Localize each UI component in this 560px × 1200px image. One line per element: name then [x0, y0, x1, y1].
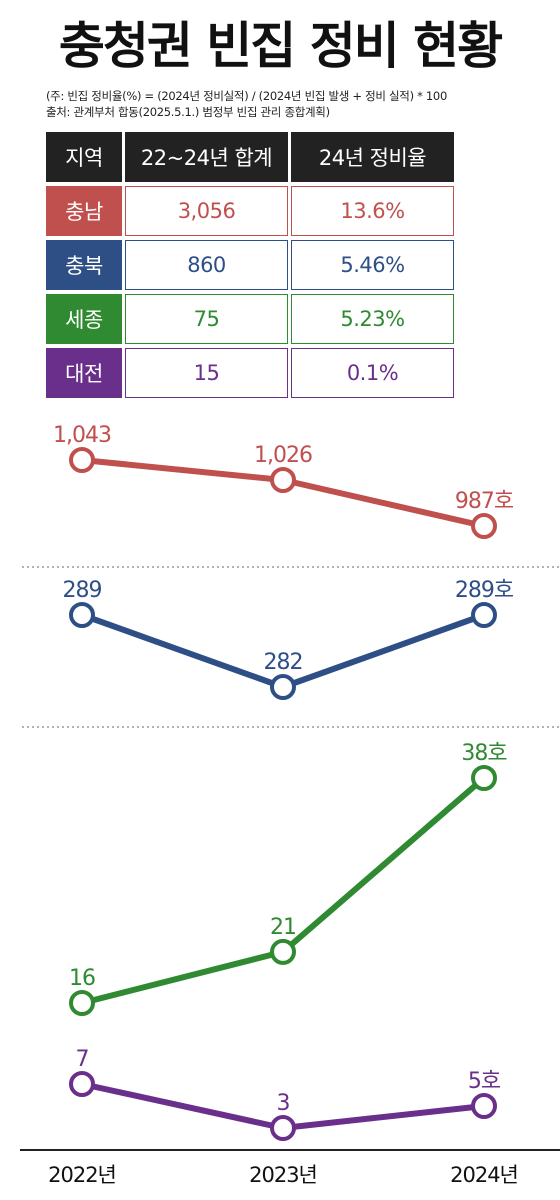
data-label: 282	[264, 650, 303, 675]
data-point	[473, 604, 495, 626]
series-line-3	[82, 778, 484, 1003]
header-total: 22~24년 합계	[125, 132, 288, 182]
row-region-chungbuk: 충북	[46, 240, 122, 290]
data-point	[272, 941, 294, 963]
row-region-sejong: 세종	[46, 294, 122, 344]
row-total-chungbuk: 860	[125, 240, 288, 290]
data-label: 1,026	[254, 443, 312, 468]
row-total-sejong: 75	[125, 294, 288, 344]
row-total-chungnam: 3,056	[125, 186, 288, 236]
data-point	[272, 1117, 294, 1139]
data-point	[272, 676, 294, 698]
data-label: 38호	[461, 741, 507, 766]
row-rate-daejeon: 0.1%	[291, 348, 454, 398]
data-point	[71, 449, 93, 471]
data-point	[71, 992, 93, 1014]
header-region: 지역	[46, 132, 122, 182]
row-rate-chungnam: 13.6%	[291, 186, 454, 236]
data-point	[473, 1095, 495, 1117]
data-point	[71, 604, 93, 626]
row-region-daejeon: 대전	[46, 348, 122, 398]
data-label: 3	[277, 1091, 290, 1116]
data-label: 16	[69, 966, 95, 991]
page-title: 충청권 빈집 정비 현황	[0, 16, 560, 76]
line-chart: 1,043 1,026 987호 289 282 289호 16 21 38호 7 3 5호 2022년…	[0, 400, 560, 1200]
source-note: 출처: 관계부처 합동(2025.5.1.) 범정부 빈집 관리 종합계획)	[46, 104, 330, 120]
data-label: 289	[63, 578, 102, 603]
data-label: 987호	[455, 489, 514, 514]
data-point	[473, 515, 495, 537]
data-label: 7	[76, 1047, 89, 1072]
data-point	[71, 1073, 93, 1095]
x-tick-label: 2022년	[48, 1163, 116, 1187]
data-point	[473, 767, 495, 789]
data-label: 21	[270, 915, 296, 940]
data-label: 289호	[455, 578, 514, 603]
data-label: 5호	[468, 1069, 501, 1094]
row-total-daejeon: 15	[125, 348, 288, 398]
formula-note: (주: 빈집 정비율(%) = (2024년 정비실적) / (2024년 빈집…	[46, 88, 447, 104]
x-tick-label: 2023년	[249, 1163, 317, 1187]
row-region-chungnam: 충남	[46, 186, 122, 236]
row-rate-chungbuk: 5.46%	[291, 240, 454, 290]
x-tick-label: 2024년	[450, 1163, 518, 1187]
header-rate: 24년 정비율	[291, 132, 454, 182]
data-point	[272, 469, 294, 491]
row-rate-sejong: 5.23%	[291, 294, 454, 344]
data-label: 1,043	[53, 423, 111, 448]
